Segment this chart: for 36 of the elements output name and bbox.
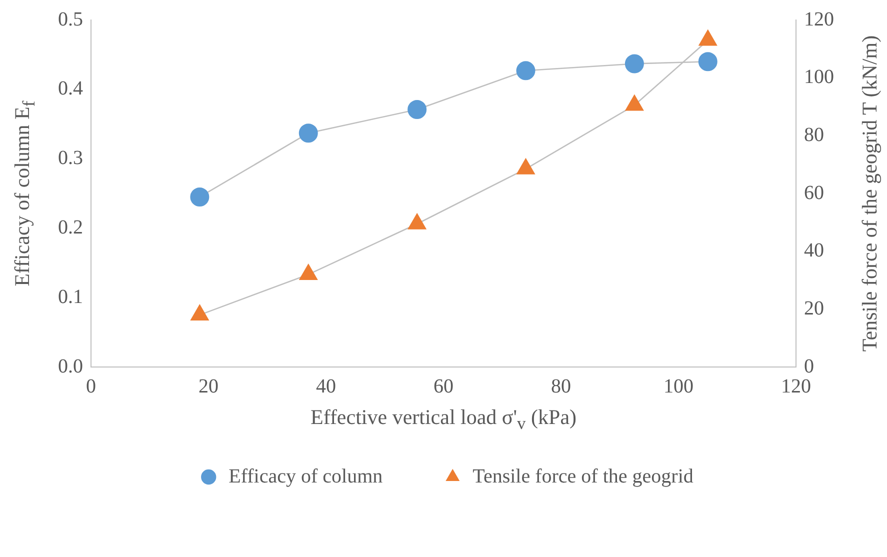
x-axis-title: Effective vertical load σ'$_{v}$ (kPa) — [310, 405, 577, 434]
y-tick-label: 0.4 — [58, 78, 83, 100]
x-tick-label: 60 — [434, 375, 454, 398]
point — [625, 94, 644, 111]
x-tick-label: 0 — [86, 375, 96, 398]
y-tick-label: 0.0 — [58, 355, 83, 378]
y2-tick-label: 40 — [804, 240, 824, 262]
x-tick-label: 120 — [781, 375, 811, 398]
y-tick-label: 0.3 — [58, 147, 83, 170]
y-tick-label: 0.5 — [58, 8, 83, 30]
point — [190, 187, 210, 206]
point — [299, 264, 318, 280]
y2-tick-label: 80 — [804, 124, 824, 146]
point — [408, 213, 426, 230]
point — [516, 61, 536, 80]
y2-tick-label: 120 — [804, 8, 834, 30]
y2-tick-label: 0 — [804, 355, 814, 378]
y2-tick-label: 60 — [804, 182, 824, 204]
point — [190, 304, 209, 320]
legend-label: Tensile force of the geogrid — [472, 465, 694, 488]
point — [698, 30, 718, 46]
y-tick-label: 0.1 — [58, 286, 83, 308]
x-tick-label: 80 — [551, 375, 571, 398]
y-tick-label: 0.2 — [58, 216, 83, 238]
y2-tick-label: 20 — [804, 297, 824, 320]
point — [408, 100, 427, 120]
x-tick-label: 20 — [198, 375, 218, 398]
point — [516, 158, 535, 174]
point — [698, 52, 718, 72]
x-tick-label: 100 — [664, 375, 694, 398]
y2-tick-label: 100 — [804, 66, 834, 88]
point — [624, 54, 644, 74]
legend-label: Efficacy of column — [228, 465, 383, 488]
point — [298, 124, 318, 143]
y2-axis-title: Tensile force of the geogrid T (kN/m) — [858, 35, 883, 352]
x-tick-label: 40 — [316, 375, 336, 398]
